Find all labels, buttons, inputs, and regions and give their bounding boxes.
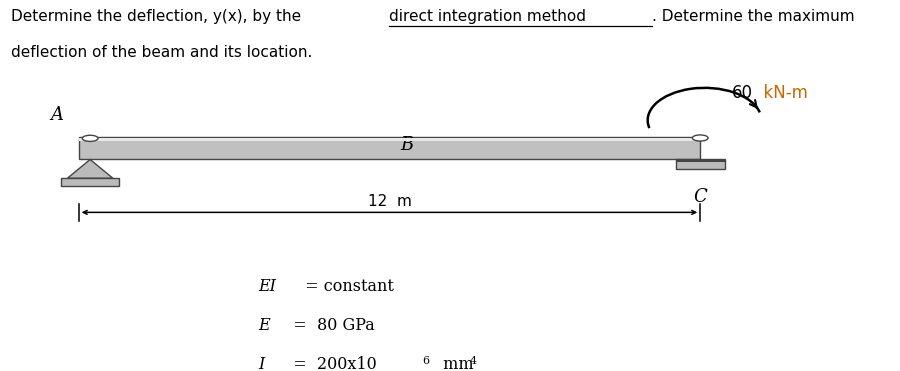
Text: = constant: = constant: [301, 278, 394, 295]
Text: 60: 60: [732, 84, 752, 102]
Polygon shape: [68, 160, 112, 178]
Text: E: E: [258, 317, 270, 334]
Bar: [676, 160, 724, 161]
Bar: [79, 137, 700, 160]
Circle shape: [82, 135, 98, 141]
Text: 12  m: 12 m: [367, 194, 411, 209]
Text: . Determine the maximum: . Determine the maximum: [652, 9, 855, 23]
Text: mm: mm: [437, 357, 473, 371]
Text: Determine the deflection, y(x), by the: Determine the deflection, y(x), by the: [11, 9, 305, 23]
Text: direct integration method: direct integration method: [390, 9, 587, 23]
Text: 6: 6: [423, 357, 430, 367]
Bar: [79, 138, 700, 141]
Text: =  200x10: = 200x10: [283, 357, 376, 371]
Bar: [61, 178, 119, 186]
Text: deflection of the beam and its location.: deflection of the beam and its location.: [11, 45, 312, 60]
Text: kN-m: kN-m: [752, 84, 807, 102]
Text: C: C: [693, 188, 707, 207]
Text: EI: EI: [258, 278, 276, 295]
Text: =  80 GPa: = 80 GPa: [283, 317, 374, 334]
Circle shape: [692, 135, 708, 141]
Text: A: A: [50, 106, 63, 124]
Text: B: B: [400, 136, 414, 154]
Bar: [676, 160, 724, 169]
Text: I: I: [258, 357, 265, 371]
Text: 4: 4: [470, 357, 477, 367]
